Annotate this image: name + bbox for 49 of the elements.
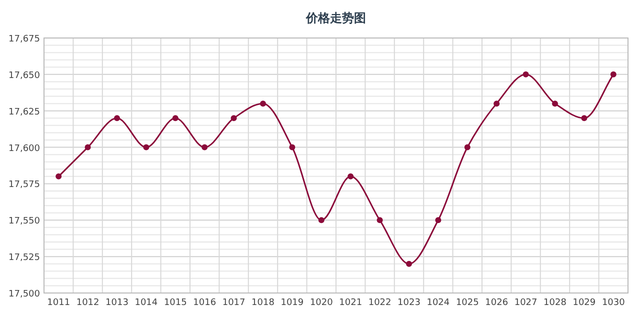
x-tick-label: 1020	[310, 298, 334, 308]
x-tick-label: 1019	[280, 298, 304, 308]
x-tick-label: 1018	[252, 298, 275, 308]
point	[552, 100, 558, 107]
point	[202, 144, 208, 150]
point	[494, 100, 500, 107]
y-tick-label: 17,650	[8, 70, 40, 81]
x-tick-label: 1030	[602, 298, 626, 308]
y-tick-label: 17,550	[8, 216, 40, 227]
point	[348, 173, 354, 180]
x-tick-label: 1022	[368, 298, 392, 308]
point	[376, 217, 383, 224]
y-tick-label: 17,500	[8, 290, 40, 300]
point	[143, 144, 150, 150]
x-tick-label: 1025	[456, 298, 479, 308]
point	[114, 115, 120, 122]
point	[56, 173, 62, 180]
x-tick-label: 1012	[76, 298, 100, 308]
point	[260, 100, 266, 107]
x-tick-label: 1028	[544, 298, 567, 308]
y-tick-label: 17,675	[8, 34, 40, 44]
y-tick-label: 17,625	[8, 107, 40, 118]
point	[610, 71, 616, 78]
y-tick-label: 17,525	[8, 253, 40, 264]
x-tick-label: 1016	[193, 298, 216, 308]
x-tick-label: 1011	[47, 298, 70, 308]
y-tick-label: 17,575	[8, 180, 40, 190]
point	[464, 144, 470, 150]
x-tick-label: 1027	[514, 298, 538, 308]
point	[84, 144, 91, 150]
point	[435, 217, 442, 224]
x-tick-label: 1017	[222, 298, 246, 308]
x-tick-label: 1026	[485, 298, 508, 308]
x-tick-label: 1023	[398, 298, 420, 308]
x-tick-label: 1015	[164, 298, 187, 308]
point	[522, 71, 529, 78]
chart-title: 价格走势图	[305, 11, 366, 25]
x-tick-label: 1029	[572, 298, 596, 308]
y-tick-label: 17,600	[8, 144, 40, 154]
x-tick-label: 1024	[426, 298, 450, 308]
x-tick-label: 1014	[134, 298, 158, 308]
point	[172, 115, 178, 122]
point	[406, 260, 412, 267]
point	[289, 144, 296, 150]
point	[581, 115, 588, 122]
point	[230, 115, 237, 122]
point	[318, 217, 324, 224]
x-tick-label: 1021	[339, 298, 362, 308]
x-tick-label: 1013	[106, 298, 128, 308]
